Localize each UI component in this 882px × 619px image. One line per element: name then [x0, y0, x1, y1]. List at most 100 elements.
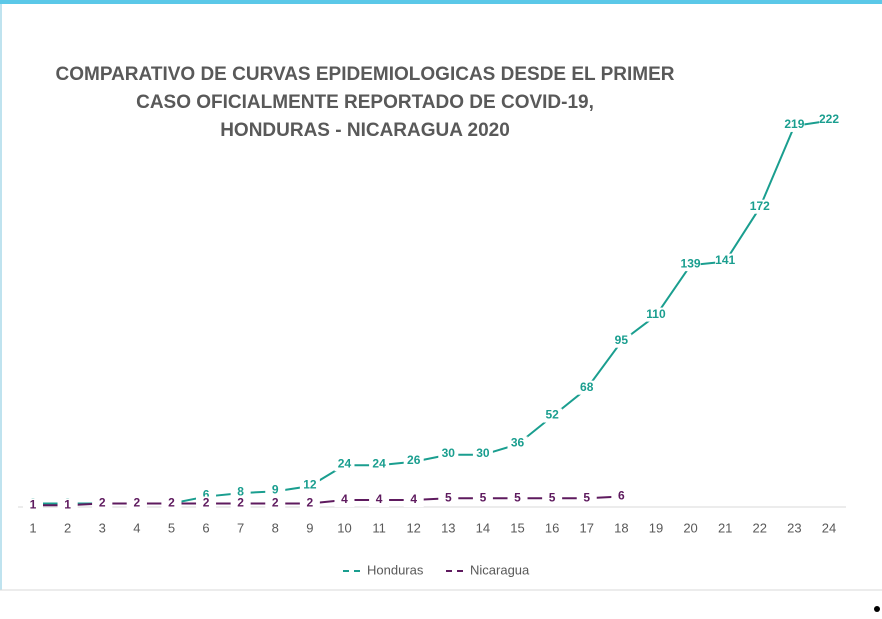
- x-tick-label: 5: [168, 520, 175, 535]
- legend-label: Honduras: [367, 562, 424, 577]
- x-tick-label: 16: [545, 520, 559, 535]
- data-label: 5: [514, 490, 521, 504]
- data-label: 95: [615, 333, 629, 347]
- data-label-bg: [265, 483, 286, 498]
- data-label: 139: [681, 256, 701, 270]
- data-label: 9: [272, 483, 279, 497]
- data-label-bg: [576, 491, 597, 506]
- x-tick-label: 10: [337, 520, 351, 535]
- data-label-bg: [299, 478, 320, 493]
- data-label-bg: [611, 489, 632, 504]
- data-label: 141: [715, 253, 735, 267]
- x-tick-label: 1: [29, 520, 36, 535]
- data-label: 26: [407, 453, 421, 467]
- chart-title: HONDURAS - NICARAGUA 2020: [220, 120, 510, 141]
- data-label: 2: [133, 496, 140, 510]
- data-label: 24: [372, 456, 386, 470]
- x-tick-label: 7: [237, 520, 244, 535]
- x-tick-label: 20: [683, 520, 697, 535]
- data-label-bg: [230, 496, 251, 511]
- data-label-bg: [299, 496, 320, 511]
- x-tick-label: 24: [822, 520, 836, 535]
- data-label: 1: [64, 497, 71, 511]
- data-label-bg: [334, 457, 355, 472]
- data-label-bg: [230, 485, 251, 500]
- data-label: 5: [480, 490, 487, 504]
- data-label-bg: [576, 380, 597, 395]
- data-label: 110: [646, 307, 666, 321]
- data-label-bg: [57, 498, 78, 513]
- data-label: 12: [303, 477, 317, 491]
- data-label-bg: [784, 117, 805, 132]
- data-label: 5: [549, 490, 556, 504]
- data-label-bg: [334, 493, 355, 508]
- data-label-bg: [126, 496, 147, 511]
- x-tick-label: 22: [753, 520, 767, 535]
- data-label: 2: [203, 496, 210, 510]
- data-label: 6: [618, 489, 625, 503]
- data-label-bg: [542, 408, 563, 423]
- data-label: 5: [583, 490, 590, 504]
- x-tick-label: 8: [272, 520, 279, 535]
- data-label-bg: [196, 496, 217, 511]
- data-label-bg: [403, 453, 424, 468]
- data-label: 1: [30, 497, 37, 511]
- x-tick-label: 6: [202, 520, 209, 535]
- data-label: 2: [99, 496, 106, 510]
- series-line: [33, 119, 830, 505]
- data-label-bg: [472, 446, 493, 461]
- x-tick-label: 17: [580, 520, 594, 535]
- data-label-bg: [438, 446, 459, 461]
- data-label: 4: [410, 492, 417, 506]
- data-label-bg: [438, 491, 459, 506]
- data-label-bg: [507, 436, 528, 451]
- data-label-bg: [749, 199, 770, 214]
- x-tick-label: 23: [787, 520, 801, 535]
- x-tick-label: 2: [64, 520, 71, 535]
- data-label-bg: [265, 496, 286, 511]
- x-tick-label: 14: [476, 520, 490, 535]
- data-label: 68: [580, 380, 594, 394]
- data-label-bg: [507, 491, 528, 506]
- data-label: 8: [237, 484, 244, 498]
- data-label: 24: [338, 456, 352, 470]
- x-tick-label: 15: [510, 520, 524, 535]
- data-label-bg: [680, 257, 701, 272]
- data-label-bg: [542, 491, 563, 506]
- data-label-bg: [369, 457, 390, 472]
- data-label: 219: [784, 117, 804, 131]
- data-label-bg: [23, 498, 43, 513]
- data-label-bg: [161, 496, 182, 511]
- legend-label: Nicaragua: [470, 562, 530, 577]
- data-label: 2: [272, 496, 279, 510]
- data-label-bg: [472, 491, 493, 506]
- top-border: [0, 0, 882, 4]
- chart-title: CASO OFICIALMENTE REPORTADO DE COVID-19,: [136, 92, 594, 113]
- dot: [874, 606, 880, 612]
- data-label-bg: [92, 496, 113, 511]
- data-label-bg: [819, 112, 839, 127]
- x-tick-label: 13: [441, 520, 455, 535]
- data-label-bg: [369, 493, 390, 508]
- left-border: [0, 4, 2, 590]
- data-label: 30: [476, 446, 490, 460]
- data-label: 36: [511, 436, 525, 450]
- x-tick-label: 18: [614, 520, 628, 535]
- data-label: 2: [237, 496, 244, 510]
- x-tick-label: 19: [649, 520, 663, 535]
- data-label: 2: [307, 496, 314, 510]
- x-tick-label: 11: [372, 520, 386, 535]
- data-label: 222: [819, 112, 839, 126]
- data-label: 5: [445, 490, 452, 504]
- data-label-bg: [645, 307, 666, 322]
- x-tick-label: 9: [306, 520, 313, 535]
- data-label: 6: [203, 488, 210, 502]
- series-line: [33, 495, 622, 507]
- data-label: 30: [442, 446, 456, 460]
- data-label: 2: [168, 496, 175, 510]
- x-tick-label: 3: [99, 520, 106, 535]
- data-label-bg: [611, 333, 632, 348]
- data-label-bg: [715, 253, 736, 268]
